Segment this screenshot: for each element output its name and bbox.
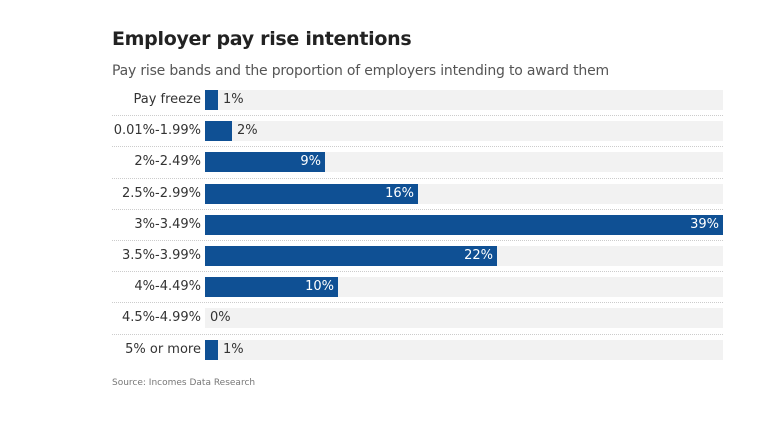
category-label: 3%-3.49% [134,216,201,232]
value-label: 39% [690,216,719,232]
bar [205,183,418,204]
category-label: Pay freeze [133,92,201,107]
value-label: 0% [210,310,231,326]
bar-row: 3%-3.49% 39% [112,210,723,241]
value-label: 2% [237,123,258,139]
chart-title: Employer pay rise intentions [112,28,412,50]
bar-row: Pay freeze 1% [112,85,723,117]
source-note: Source: Incomes Data Research [112,378,256,388]
value-label: 16% [385,185,414,201]
bar [205,214,723,235]
category-label: 0.01%-1.99% [113,123,201,139]
bar-row: 4%-4.49% 10% [112,272,723,304]
bar [205,245,497,266]
category-label: 5% or more [125,341,201,357]
bar-row: 2.5%-2.99% 16% [112,179,723,210]
bar-row: 0.01%-1.99% 2% [112,116,723,148]
bar-row: 2%-2.49% 9% [112,147,723,179]
value-label: 1% [223,341,244,357]
bar-row: 3.5%-3.99% 22% [112,241,723,273]
category-label: 3.5%-3.99% [121,247,201,263]
bar-row: 5% or more 1% [112,335,723,366]
bar-track: 16% [205,183,723,204]
bar-track: 2% [205,121,723,142]
bar [205,121,232,142]
value-label: 9% [300,154,321,170]
bar-track: 0% [205,308,723,329]
category-label: 2.5%-2.99% [121,185,201,201]
bar-track: 39% [205,214,723,235]
bar-track: 1% [205,90,723,110]
bar-track: 1% [205,339,723,360]
category-label: 2%-2.49% [134,154,201,170]
bar-track: 22% [205,245,723,266]
bar-row: 4.5%-4.99% 0% [112,303,723,335]
value-label: 10% [305,279,334,295]
value-label: 1% [223,92,244,107]
bar [205,277,338,298]
value-label: 22% [464,247,493,263]
bar [205,152,325,173]
category-label: 4%-4.49% [134,279,201,295]
category-label: 4.5%-4.99% [121,310,201,326]
bar [205,339,218,360]
bar-chart: Pay freeze 1% 0.01%-1.99% 2% 2%-2.49% 9% 2.5%-… [112,85,723,366]
bar-track: 9% [205,152,723,173]
bar-track: 10% [205,277,723,298]
bar [205,90,218,110]
chart-subtitle: Pay rise bands and the proportion of emp… [112,63,609,79]
